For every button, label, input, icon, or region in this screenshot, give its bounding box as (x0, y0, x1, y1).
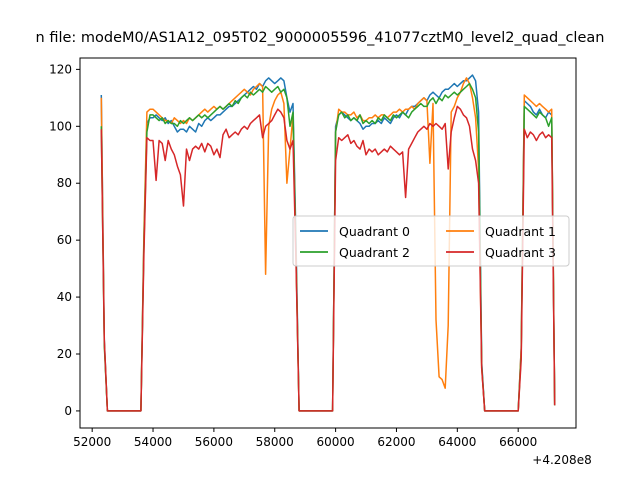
legend: Quadrant 0 Quadrant 1 Quadrant 2 Quadrant 3 (292, 215, 570, 267)
y-tick-label: 100 (49, 119, 72, 133)
legend-box (292, 215, 570, 267)
x-tick-label: 64000 (438, 435, 476, 449)
x-axis: 52000 54000 56000 58000 60000 62000 64000 66000 (73, 428, 537, 449)
y-tick-label: 20 (57, 347, 72, 361)
y-tick-label: 60 (57, 233, 72, 247)
series-line-quadrant-3 (100, 105, 556, 412)
x-tick-label: 66000 (499, 435, 537, 449)
x-tick-label: 58000 (256, 435, 294, 449)
legend-label-quadrant-3: Quadrant 3 (485, 245, 556, 260)
plot-area: 52000 54000 56000 58000 60000 62000 64000 66000… (49, 57, 592, 467)
y-tick-label: 80 (57, 176, 72, 190)
legend-label-quadrant-2: Quadrant 2 (339, 245, 410, 260)
y-tick-label: 0 (64, 404, 72, 418)
chart-title: n file: modeM0/AS1A12_095T02_9000005596_… (36, 30, 605, 46)
x-tick-label: 62000 (377, 435, 415, 449)
y-tick-label: 40 (57, 290, 72, 304)
x-tick-label: 52000 (73, 435, 111, 449)
x-tick-label: 54000 (134, 435, 172, 449)
series-line-quadrant-2 (100, 82, 556, 412)
y-tick-label: 120 (49, 62, 72, 76)
axes-frame (79, 57, 577, 429)
legend-label-quadrant-0: Quadrant 0 (339, 224, 410, 239)
y-axis: 0 20 40 60 80 100 120 (49, 62, 80, 418)
series-layer (100, 74, 556, 412)
legend-label-quadrant-1: Quadrant 1 (485, 224, 556, 239)
x-offset-label: +4.208e8 (532, 453, 591, 467)
x-tick-label: 56000 (195, 435, 233, 449)
x-tick-label: 60000 (317, 435, 355, 449)
